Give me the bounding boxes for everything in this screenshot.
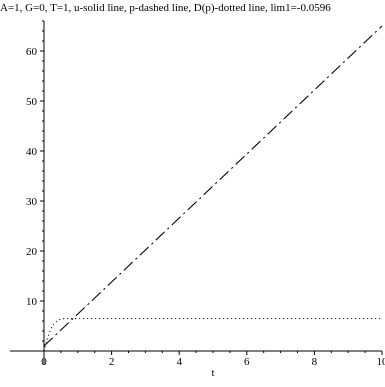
x-tick-label: 2: [109, 356, 115, 368]
y-tick-label: 40: [26, 146, 38, 158]
x-tick-label: 4: [176, 356, 182, 368]
x-tick-label: 6: [244, 356, 250, 368]
y-tick-label: 10: [26, 296, 38, 308]
y-tick-label: 50: [26, 96, 38, 108]
x-tick-label: 0: [41, 356, 47, 368]
y-tick-label: 60: [26, 46, 38, 58]
y-tick-label: 20: [26, 246, 38, 258]
x-axis-label: t: [211, 367, 214, 379]
chart-title: A=1, G=0, T=1, u-solid line, p-dashed li…: [0, 2, 331, 14]
y-tick-label: 30: [26, 196, 38, 208]
x-tick-label: 10: [377, 356, 385, 368]
series-p-line: [43, 25, 383, 347]
series-d-p-line: [43, 317, 382, 352]
x-tick-label: 8: [312, 356, 318, 368]
